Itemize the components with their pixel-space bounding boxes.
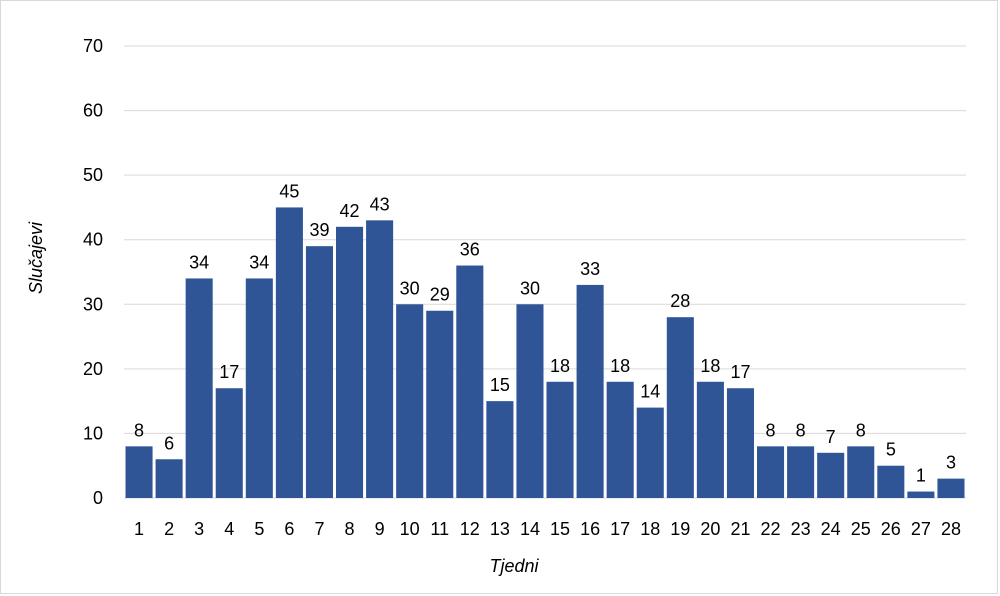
- bar-value-label: 18: [550, 356, 570, 376]
- bar: [666, 317, 694, 498]
- bar: [726, 388, 754, 498]
- bar: [937, 478, 965, 498]
- bar: [426, 310, 454, 498]
- bar: [606, 381, 634, 498]
- y-axis-ticks: 0 10 20 30 40 50 60 70: [83, 36, 103, 508]
- x-tick-label: 15: [550, 519, 570, 539]
- bar-value-label: 7: [826, 427, 836, 447]
- y-tick-label: 50: [83, 165, 103, 185]
- y-tick-label: 70: [83, 36, 103, 56]
- x-tick-label: 22: [761, 519, 781, 539]
- x-tick-label: 3: [194, 519, 204, 539]
- y-tick-label: 30: [83, 294, 103, 314]
- bar-value-label: 34: [189, 252, 209, 272]
- x-tick-label: 23: [791, 519, 811, 539]
- bar: [516, 304, 544, 498]
- bar: [275, 207, 303, 498]
- y-axis-title: Slučajevi: [26, 221, 46, 294]
- bar-value-label: 39: [309, 220, 329, 240]
- x-tick-label: 4: [224, 519, 234, 539]
- bar-value-label: 18: [700, 356, 720, 376]
- bar-value-label: 17: [730, 362, 750, 382]
- bar-value-label: 43: [370, 194, 390, 214]
- bar-value-label: 29: [430, 285, 450, 305]
- bar-value-label: 6: [164, 433, 174, 453]
- bar-value-label: 8: [134, 420, 144, 440]
- x-tick-label: 6: [284, 519, 294, 539]
- bar-value-label: 30: [400, 278, 420, 298]
- bar: [185, 278, 213, 498]
- bar: [336, 226, 364, 499]
- bar: [636, 407, 664, 498]
- x-tick-label: 26: [881, 519, 901, 539]
- bar: [155, 459, 183, 498]
- y-tick-label: 10: [83, 423, 103, 443]
- x-tick-label: 5: [254, 519, 264, 539]
- bar: [366, 220, 394, 499]
- x-tick-label: 25: [851, 519, 871, 539]
- bar-value-label: 33: [580, 259, 600, 279]
- bar: [847, 446, 875, 498]
- y-tick-label: 60: [83, 101, 103, 121]
- x-tick-label: 28: [941, 519, 961, 539]
- x-tick-label: 21: [730, 519, 750, 539]
- bar-value-label: 1: [916, 466, 926, 486]
- x-tick-label: 16: [580, 519, 600, 539]
- x-tick-label: 12: [460, 519, 480, 539]
- x-tick-label: 18: [640, 519, 660, 539]
- bar-value-label: 15: [490, 375, 510, 395]
- bar: [305, 246, 333, 498]
- bar-value-label: 36: [460, 240, 480, 260]
- x-axis-title: Tjedni: [489, 556, 539, 576]
- x-tick-label: 13: [490, 519, 510, 539]
- bar: [456, 265, 484, 498]
- bar: [486, 401, 514, 498]
- bar-value-label: 45: [279, 181, 299, 201]
- y-tick-label: 20: [83, 359, 103, 379]
- bar-value-label: 30: [520, 278, 540, 298]
- x-axis-ticks: 1 2 3 4 5 6 7 8 9 10 11 12 13 14 15 16 17 18 19 20 21 22 23 24 2…: [134, 519, 961, 539]
- bar: [215, 388, 243, 498]
- bar: [757, 446, 785, 498]
- bar-value-label: 18: [610, 356, 630, 376]
- x-tick-label: 19: [670, 519, 690, 539]
- bar-value-label: 34: [249, 252, 269, 272]
- bar: [696, 381, 724, 498]
- bar-value-label: 8: [766, 420, 776, 440]
- y-tick-label: 0: [93, 488, 103, 508]
- bar: [245, 278, 273, 498]
- bar: [396, 304, 424, 498]
- bar: [125, 446, 153, 498]
- bar: [907, 491, 935, 498]
- bar-value-label: 42: [340, 201, 360, 221]
- bar: [877, 465, 905, 498]
- bar-value-label: 8: [856, 420, 866, 440]
- x-tick-label: 2: [164, 519, 174, 539]
- bars: [125, 207, 965, 499]
- bar-value-label: 8: [796, 420, 806, 440]
- x-tick-label: 24: [821, 519, 841, 539]
- bar-value-label: 5: [886, 440, 896, 460]
- bar: [817, 452, 845, 498]
- bar-value-label: 17: [219, 362, 239, 382]
- bar-value-label: 14: [640, 382, 660, 402]
- x-tick-label: 1: [134, 519, 144, 539]
- x-tick-label: 20: [700, 519, 720, 539]
- x-tick-label: 27: [911, 519, 931, 539]
- bar: [576, 284, 604, 498]
- x-tick-label: 10: [400, 519, 420, 539]
- bar: [546, 381, 574, 498]
- x-tick-label: 7: [314, 519, 324, 539]
- x-tick-label: 11: [430, 519, 449, 539]
- x-tick-label: 8: [345, 519, 355, 539]
- bar: [787, 446, 815, 498]
- x-tick-label: 14: [520, 519, 540, 539]
- x-tick-label: 17: [610, 519, 630, 539]
- y-tick-label: 40: [83, 230, 103, 250]
- bar-value-label: 28: [670, 291, 690, 311]
- x-tick-label: 9: [375, 519, 385, 539]
- bar-value-label: 3: [946, 453, 956, 473]
